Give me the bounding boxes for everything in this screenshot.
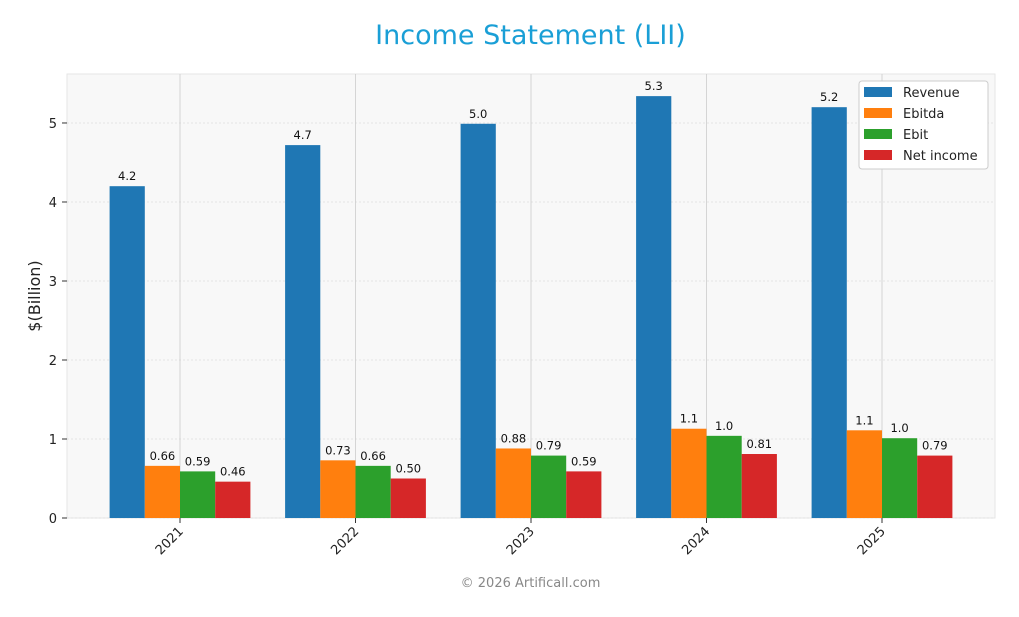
bar-revenue <box>636 96 672 518</box>
x-tick-label: 2022 <box>328 524 362 558</box>
bar-ebitda <box>846 430 882 518</box>
legend-label: Net income <box>903 149 978 164</box>
data-label: 0.50 <box>395 461 421 475</box>
bar-ebit <box>180 471 216 518</box>
data-label: 0.59 <box>571 454 597 468</box>
y-tick-label: 2 <box>49 354 57 369</box>
bar-ebit <box>531 455 567 518</box>
data-label: 0.73 <box>325 443 351 457</box>
legend-label: Ebitda <box>903 107 944 122</box>
x-tick-label: 2025 <box>855 524 889 558</box>
y-tick-label: 4 <box>49 196 57 211</box>
bar-revenue <box>285 145 321 518</box>
data-label: 0.88 <box>501 431 527 445</box>
data-label: 1.0 <box>715 419 733 433</box>
y-tick-label: 5 <box>49 117 57 132</box>
data-label: 0.66 <box>360 449 386 463</box>
y-tick-label: 1 <box>49 433 57 448</box>
data-label: 0.59 <box>185 454 211 468</box>
data-label: 5.3 <box>645 79 663 93</box>
data-label: 1.0 <box>890 421 908 435</box>
data-label: 1.1 <box>680 412 698 426</box>
bar-revenue <box>460 123 496 518</box>
bar-ebit <box>882 438 918 518</box>
data-label: 5.2 <box>820 90 838 104</box>
copyright-footer: © 2026 Artificall.com <box>460 576 601 591</box>
y-axis-label: $(Billion) <box>25 260 44 331</box>
bar-ebitda <box>320 460 356 518</box>
legend-label: Ebit <box>903 128 928 143</box>
data-label: 4.7 <box>294 128 312 142</box>
bar-revenue <box>811 107 847 519</box>
x-tick-label: 2024 <box>679 524 713 558</box>
x-tick-label: 2021 <box>153 524 187 558</box>
bar-revenue <box>109 186 145 518</box>
bar-ebitda <box>495 448 531 518</box>
bar-ebitda <box>144 465 180 518</box>
legend-swatch <box>864 108 892 118</box>
data-label: 0.79 <box>922 439 948 453</box>
y-tick-label: 3 <box>49 275 57 290</box>
bar-net-income <box>566 471 602 518</box>
data-label: 0.66 <box>150 449 176 463</box>
data-label: 1.1 <box>855 413 873 427</box>
bar-ebitda <box>671 428 707 518</box>
data-label: 5.0 <box>469 107 487 121</box>
data-label: 0.79 <box>536 439 562 453</box>
bar-ebit <box>706 435 742 518</box>
data-label: 0.46 <box>220 465 246 479</box>
legend-swatch <box>864 87 892 97</box>
data-label: 4.2 <box>118 169 136 183</box>
bar-net-income <box>741 454 777 518</box>
legend-label: Revenue <box>903 86 960 101</box>
legend <box>858 80 989 170</box>
y-tick-label: 0 <box>49 512 57 527</box>
bar-net-income <box>390 478 426 518</box>
bar-net-income <box>917 455 953 518</box>
legend-swatch <box>864 150 892 160</box>
bar-ebit <box>355 465 391 518</box>
x-tick-label: 2023 <box>504 524 538 558</box>
data-label: 0.81 <box>746 437 772 451</box>
bar-net-income <box>215 481 251 518</box>
legend-swatch <box>864 129 892 139</box>
chart-title: Income Statement (LII) <box>375 20 686 51</box>
